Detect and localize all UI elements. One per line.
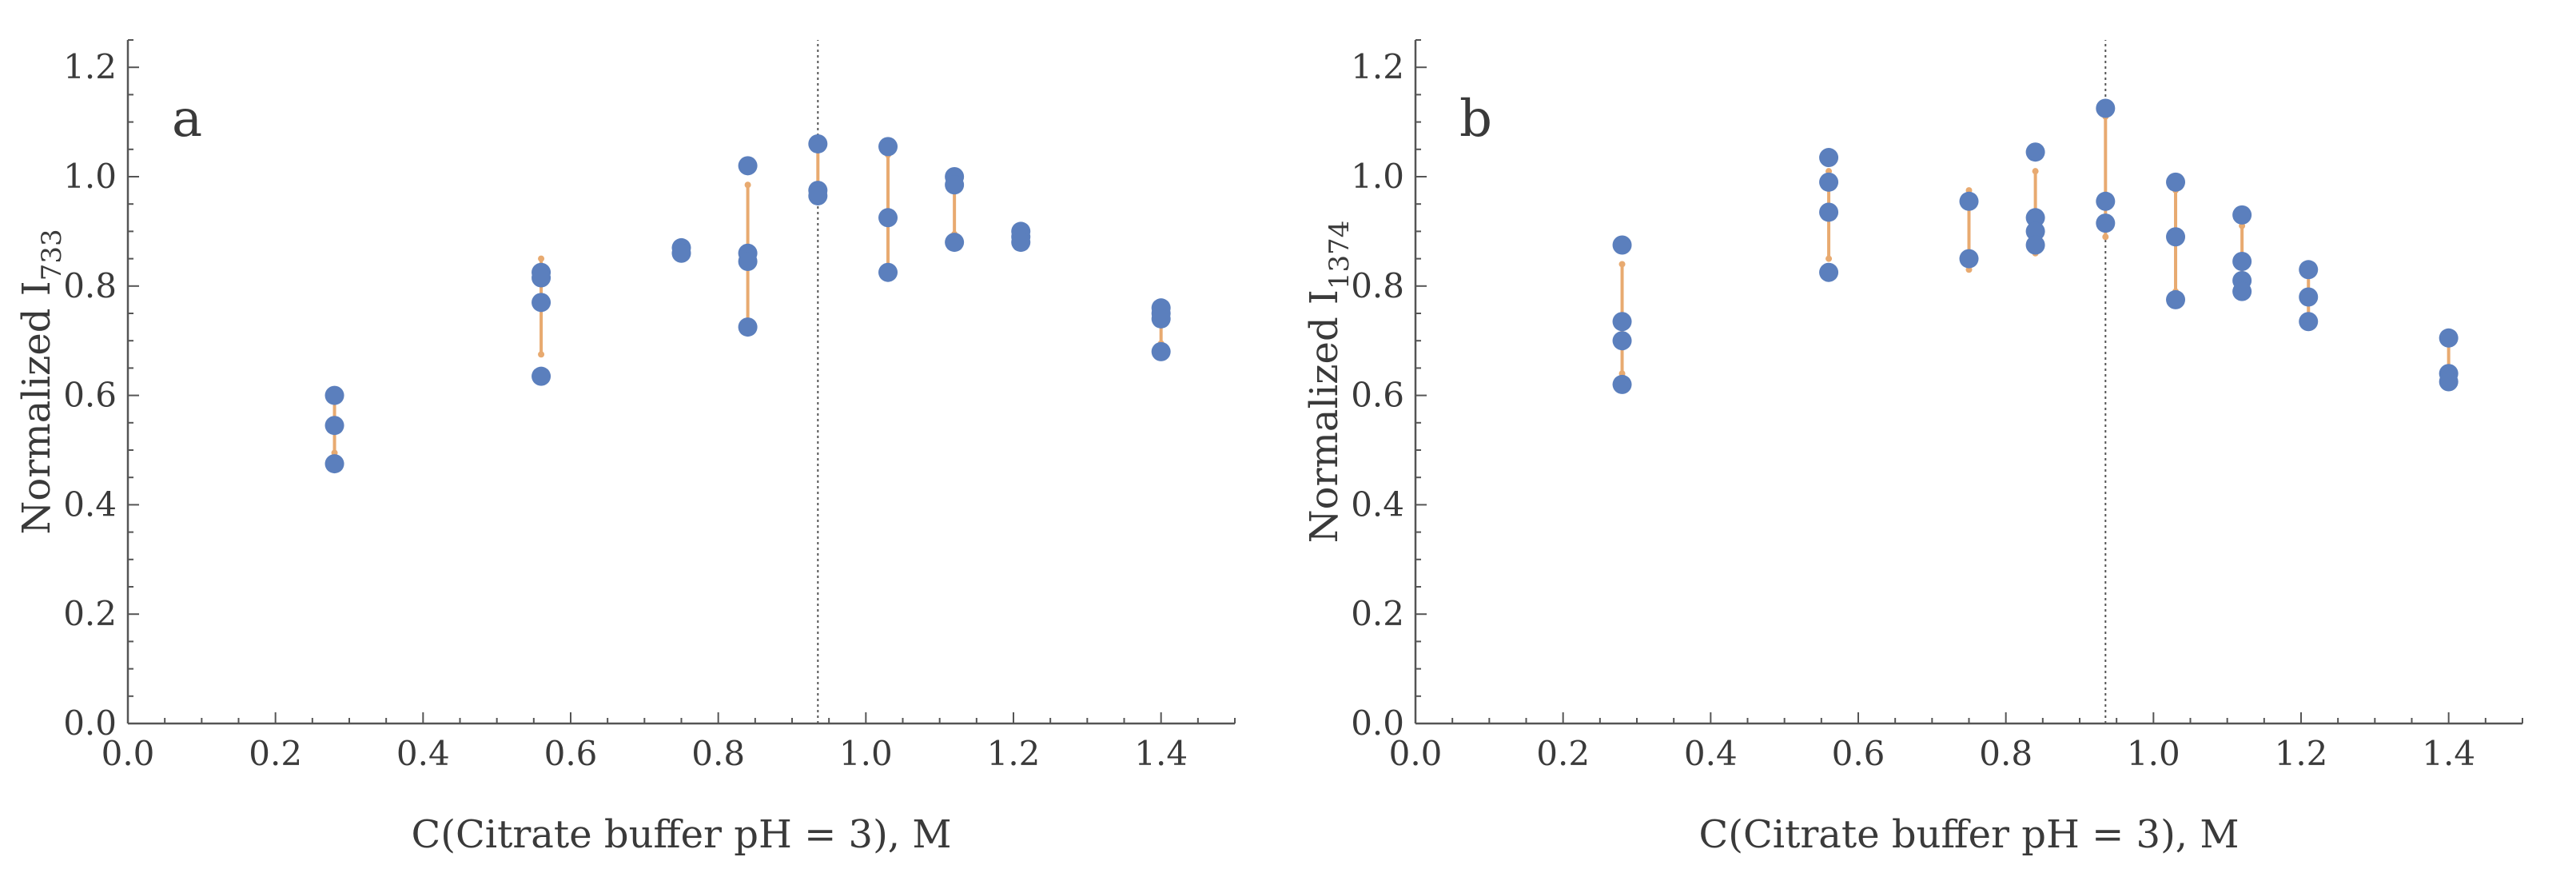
data-point [1819, 172, 1839, 192]
y-axis-title-main: Normalized I [1302, 289, 1347, 543]
x-axis-title: C(Citrate buffer pH = 3), M [412, 812, 952, 857]
x-tick-label: 1.0 [2127, 734, 2180, 773]
data-point [2232, 281, 2252, 301]
data-point [878, 262, 898, 282]
data-point [2166, 227, 2186, 247]
x-tick-label: 0.0 [102, 734, 155, 773]
data-point [1612, 374, 1632, 394]
y-tick-label: 0.0 [63, 704, 117, 743]
chart-a-svg: 0.0 0.2 0.4 0.6 0.8 1.0 1.2 1.4 0.0 0.2 0.4 0.6 0.8 1… [14, 39, 1236, 857]
y-tick-label: 1.2 [63, 47, 117, 86]
data-point [1612, 235, 1632, 255]
x-tick-label: 1.2 [987, 734, 1041, 773]
x-tick-label: 0.4 [1684, 734, 1738, 773]
data-point [2232, 205, 2252, 225]
data-point [324, 454, 344, 474]
data-point [1151, 309, 1171, 329]
x-tick-label: 0.8 [691, 734, 745, 773]
data-point [2299, 287, 2319, 307]
data-point [2166, 289, 2186, 309]
error-bar-cap [2032, 168, 2039, 175]
y-tick-label: 1.0 [1351, 157, 1404, 196]
data-point [808, 134, 828, 153]
error-bar-cap [1825, 255, 1833, 262]
error-bar-cap [2102, 233, 2109, 241]
data-point [945, 175, 965, 195]
data-point [532, 293, 551, 313]
data-point [2096, 191, 2116, 211]
data-point [1819, 202, 1839, 222]
x-tick-label: 0.2 [249, 734, 302, 773]
data-point [532, 268, 551, 288]
y-tick-label: 0.8 [1351, 266, 1404, 305]
y-tick-label: 0.0 [1351, 704, 1404, 743]
error-bar-cap [538, 351, 545, 358]
y-axis-title-main: Normalized I [14, 281, 59, 534]
data-point [1011, 233, 1031, 253]
data-point [738, 156, 758, 176]
panel-label: a [172, 90, 202, 149]
data-point [1151, 341, 1171, 361]
y-axis-title: Normalized I1374 [1302, 221, 1356, 544]
data-point [808, 185, 828, 205]
x-tick-label: 0.6 [544, 734, 598, 773]
x-tick-label: 1.4 [1134, 734, 1188, 773]
data-point [1819, 262, 1839, 282]
error-bar-cap [1618, 261, 1626, 268]
y-axis-title-subscript: 733 [36, 229, 68, 281]
panel-label: b [1459, 90, 1492, 149]
data-point [738, 317, 758, 337]
y-tick-label: 0.4 [63, 484, 117, 524]
chart-panel-a: 0.0 0.2 0.4 0.6 0.8 1.0 1.2 1.4 0.0 0.2 0.4 0.6 0.8 1… [14, 39, 1236, 857]
data-point [2166, 172, 2186, 192]
data-point [2025, 208, 2045, 228]
data-point [2025, 221, 2045, 241]
x-tick-label: 1.4 [2422, 734, 2475, 773]
data-point [2299, 312, 2319, 332]
data-point [1612, 331, 1632, 351]
chart-b-svg: 0.0 0.2 0.4 0.6 0.8 1.0 1.2 1.40.00.20.40.60.81… [1302, 39, 2523, 857]
y-tick-label: 0.4 [1351, 484, 1404, 524]
data-point [2096, 213, 2116, 233]
data-point [2232, 252, 2252, 272]
data-point [1612, 312, 1632, 332]
y-tick-label: 0.6 [1351, 376, 1404, 415]
y-tick-label: 1.2 [1351, 47, 1404, 86]
data-point [324, 385, 344, 405]
data-point [324, 416, 344, 436]
error-bar-cap [538, 255, 545, 262]
data-point [878, 137, 898, 157]
data-point [2439, 372, 2459, 392]
data-point [1959, 249, 1979, 269]
data-point [945, 233, 965, 253]
data-point [878, 208, 898, 228]
data-point [2299, 260, 2319, 280]
chart-panel-b: 0.0 0.2 0.4 0.6 0.8 1.0 1.2 1.4 0.0 0.2 0.4 0.6 0.8 1… [1288, 0, 2575, 869]
data-point [1959, 191, 1979, 211]
error-bar-cap [744, 181, 751, 189]
data-point [2025, 235, 2045, 255]
data-point [532, 366, 551, 386]
data-point [1819, 148, 1839, 168]
y-tick-label: 0.8 [63, 266, 117, 305]
y-tick-label: 0.6 [63, 376, 117, 415]
x-tick-label: 1.2 [2275, 734, 2328, 773]
x-axis-title: C(Citrate buffer pH = 3), M [1699, 812, 2240, 857]
y-axis-title-subscript: 1374 [1324, 221, 1356, 290]
x-tick-label: 0.4 [396, 734, 450, 773]
data-point [671, 243, 691, 263]
data-point [2439, 328, 2459, 348]
y-tick-label: 0.2 [63, 594, 117, 633]
y-tick-label: 0.2 [1351, 594, 1404, 633]
data-point [2096, 98, 2116, 118]
data-point [2025, 142, 2045, 162]
y-tick-label: 1.0 [63, 157, 117, 196]
y-axis-title: Normalized I733 [14, 229, 68, 534]
x-tick-label: 1.0 [839, 734, 893, 773]
x-tick-label: 0.0 [1389, 734, 1443, 773]
data-point [738, 252, 758, 272]
x-tick-label: 0.8 [1979, 734, 2033, 773]
x-tick-label: 0.2 [1536, 734, 1590, 773]
x-tick-label: 0.6 [1832, 734, 1885, 773]
